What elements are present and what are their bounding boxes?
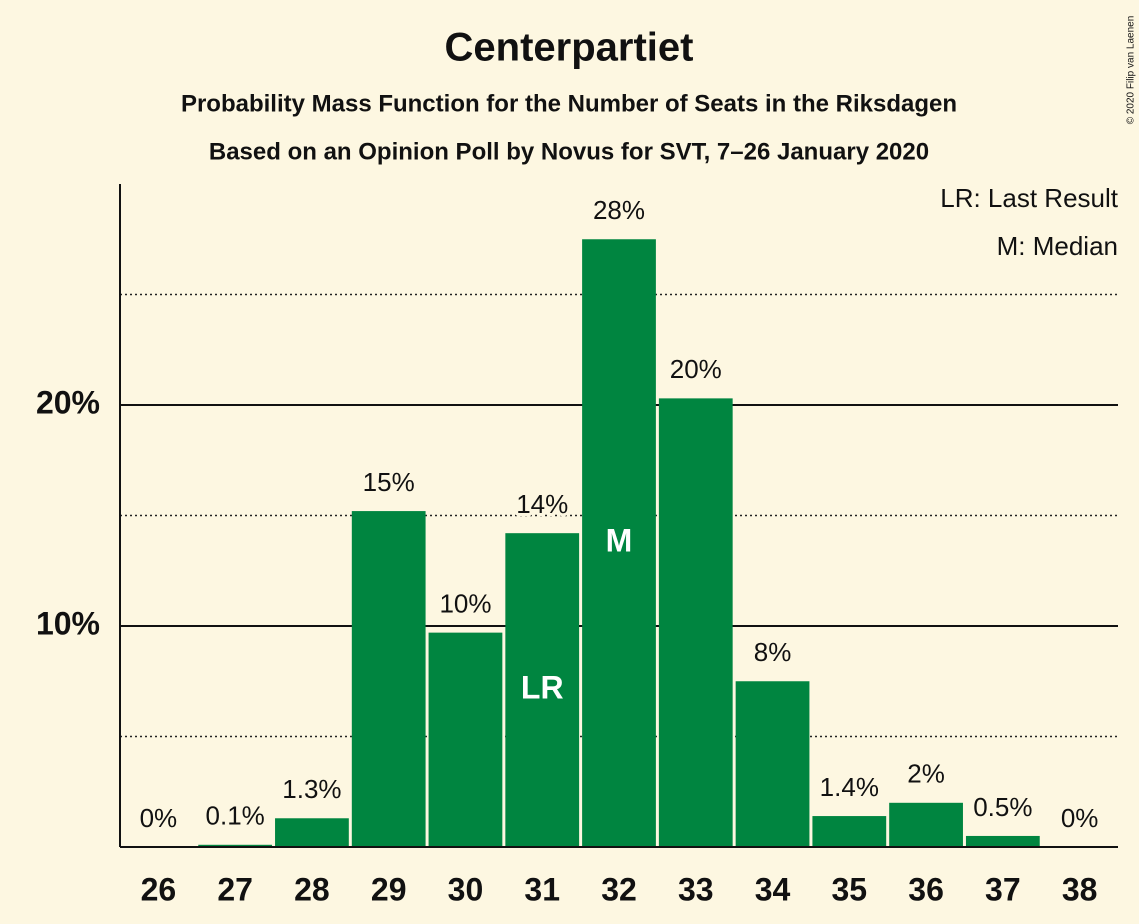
x-tick-label: 32 (601, 871, 637, 907)
legend-entry: LR: Last Result (940, 183, 1119, 213)
bar (198, 844, 273, 847)
bar-marker: M (606, 523, 633, 559)
bar (658, 398, 733, 847)
value-label: 14% (516, 489, 568, 519)
value-label: 20% (670, 354, 722, 384)
bar (812, 816, 887, 847)
bar (505, 533, 580, 847)
y-tick-label: 20% (36, 384, 100, 420)
chart-subtitle: Probability Mass Function for the Number… (181, 90, 957, 117)
bar (582, 239, 656, 847)
x-tick-label: 33 (678, 871, 714, 907)
chart-title: Centerpartiet (445, 26, 694, 70)
value-label: 2% (907, 759, 945, 789)
value-label: 1.3% (282, 774, 341, 804)
x-tick-label: 27 (217, 871, 253, 907)
bar (351, 511, 426, 847)
value-label: 8% (754, 637, 792, 667)
x-tick-label: 30 (448, 871, 484, 907)
value-label: 10% (439, 589, 491, 619)
x-tick-label: 31 (524, 871, 560, 907)
chart-subtitle: Based on an Opinion Poll by Novus for SV… (209, 138, 929, 165)
x-tick-label: 26 (141, 871, 177, 907)
value-label: 0.5% (973, 792, 1032, 822)
x-tick-label: 37 (985, 871, 1021, 907)
bar (735, 681, 810, 847)
bar (965, 835, 1040, 847)
bar-marker: LR (521, 670, 564, 706)
x-tick-label: 35 (832, 871, 868, 907)
value-label: 15% (363, 467, 415, 497)
x-tick-label: 38 (1062, 871, 1098, 907)
bar (275, 818, 349, 847)
bar (889, 802, 963, 847)
bar (428, 632, 503, 847)
value-label: 0% (140, 803, 178, 833)
legend-entry: M: Median (997, 231, 1118, 261)
x-tick-label: 28 (294, 871, 330, 907)
copyright: © 2020 Filip van Laenen (1126, 16, 1137, 125)
value-label: 28% (593, 195, 645, 225)
value-label: 1.4% (820, 772, 879, 802)
y-tick-label: 10% (36, 605, 100, 641)
x-tick-label: 34 (755, 871, 791, 907)
x-tick-label: 36 (908, 871, 944, 907)
value-label: 0% (1061, 803, 1099, 833)
x-tick-label: 29 (371, 871, 407, 907)
value-label: 0.1% (206, 801, 265, 831)
